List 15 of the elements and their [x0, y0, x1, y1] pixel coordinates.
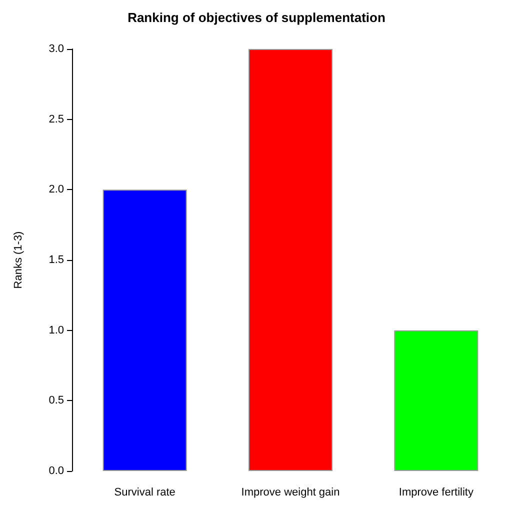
bar [102, 190, 187, 471]
chart-title: Ranking of objectives of supplementation [128, 10, 386, 25]
bar [394, 330, 478, 471]
y-tick-label: 1.0 [48, 324, 64, 336]
y-tick-label: 2.0 [48, 184, 64, 196]
y-tick-label: 1.5 [48, 254, 64, 266]
x-tick-label: Improve weight gain [241, 486, 340, 498]
y-tick-label: 2.5 [48, 113, 64, 126]
y-axis-title: Ranks (1-3) [12, 231, 24, 289]
y-tick-label: 3.0 [48, 43, 64, 55]
x-tick-label: Survival rate [114, 486, 176, 498]
bar [248, 49, 332, 471]
x-tick-label: Improve fertility [398, 486, 474, 498]
y-tick-label: 0.0 [48, 465, 64, 477]
y-tick-label: 0.5 [48, 394, 64, 407]
